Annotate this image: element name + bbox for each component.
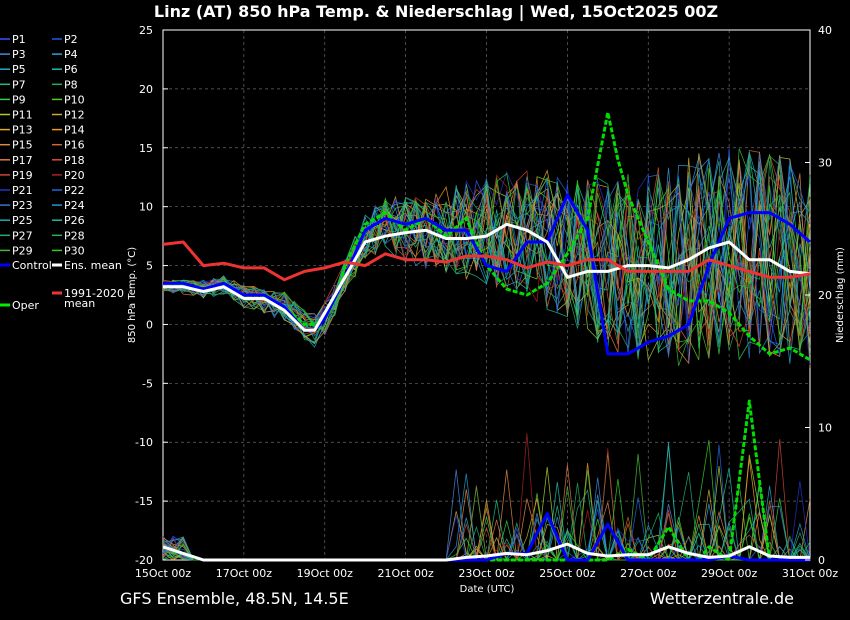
x-tick-label: 27Oct 00z	[620, 567, 677, 580]
x-axis-label: Date (UTC)	[460, 584, 515, 595]
series-line	[162, 240, 811, 282]
legend: P1 P2 P3 P4 P5 P6 P7 P8 P9 P10 P11 P12 P13 P14 P15 P16 P…	[0, 33, 124, 312]
x-tick-label: 15Oct 00z	[135, 567, 192, 580]
legend-label: P21	[12, 184, 33, 197]
legend-label: P10	[64, 93, 85, 106]
legend-label: P18	[64, 154, 85, 167]
footer-source: Wetterzentrale.de	[650, 589, 794, 608]
x-tick-label: 19Oct 00z	[297, 567, 354, 580]
y-axis-ticks: 25 20 15 10 5 0 -5 -10 -15 -20	[135, 24, 168, 567]
member-temp-line	[162, 152, 811, 326]
legend-label: Control	[12, 259, 52, 272]
y2-tick-label: 30	[818, 157, 832, 170]
y2-axis-ticks: 40 30 20 10 0	[805, 24, 832, 567]
member-temp-line	[162, 148, 811, 366]
legend-label: P27	[12, 229, 33, 242]
y-tick-label: -10	[135, 436, 153, 449]
legend-label: P26	[64, 214, 85, 227]
y2-tick-label: 40	[818, 24, 832, 37]
legend-label: P8	[64, 78, 78, 91]
chart-title: Linz (AT) 850 hPa Temp. & Niederschlag |…	[154, 2, 718, 22]
legend-label: P1	[12, 33, 26, 46]
footer-model-info: GFS Ensemble, 48.5N, 14.5E	[120, 589, 349, 608]
legend-label: P6	[64, 63, 78, 76]
y-tick-label: 5	[146, 260, 153, 273]
y-axis-label: 850 hPa Temp. (°C)	[127, 247, 138, 343]
legend-label: P9	[12, 93, 26, 106]
x-tick-label: 29Oct 00z	[701, 567, 758, 580]
legend-label: P2	[64, 33, 78, 46]
legend-label: P4	[64, 48, 78, 61]
highlighted-series	[162, 110, 811, 562]
x-axis-ticks: 15Oct 00z 17Oct 00z 19Oct 00z 21Oct 00z 23Oc…	[135, 567, 839, 580]
legend-label: P19	[12, 169, 33, 182]
legend-label: P5	[12, 63, 26, 76]
x-tick-label: 17Oct 00z	[216, 567, 273, 580]
legend-label: P17	[12, 154, 33, 167]
legend-label: 1991-2020	[64, 287, 124, 300]
y-tick-label: 0	[146, 318, 153, 331]
y-tick-label: 20	[139, 83, 153, 96]
y-tick-label: 10	[139, 201, 153, 214]
member-temp-line	[162, 153, 811, 359]
legend-label: P12	[64, 109, 85, 122]
legend-label: P29	[12, 244, 33, 257]
legend-label: Ens. mean	[64, 259, 122, 272]
y2-tick-label: 10	[818, 422, 832, 435]
series-line	[163, 222, 811, 332]
legend-label: P11	[12, 109, 33, 122]
legend-label: P22	[64, 184, 85, 197]
y2-tick-label: 0	[818, 554, 825, 567]
series-line	[162, 542, 810, 562]
legend-label: P20	[64, 169, 85, 182]
x-tick-label: 23Oct 00z	[458, 567, 515, 580]
legend-label: P24	[64, 199, 85, 212]
legend-label: P3	[12, 48, 26, 61]
y-tick-label: 15	[139, 142, 153, 155]
y-tick-label: -5	[142, 377, 153, 390]
y-tick-label: 25	[139, 24, 153, 37]
series-line	[163, 193, 811, 356]
legend-label: P16	[64, 139, 85, 152]
legend-label: Oper	[12, 299, 39, 312]
member-temp-line	[162, 155, 811, 368]
y2-axis-label: Niederschlag (mm)	[835, 247, 846, 343]
legend-label: P30	[64, 244, 85, 257]
y2-tick-label: 20	[818, 289, 832, 302]
legend-label: P14	[64, 124, 85, 137]
x-tick-label: 21Oct 00z	[377, 567, 434, 580]
x-tick-label: 25Oct 00z	[539, 567, 596, 580]
legend-label: P25	[12, 214, 33, 227]
legend-label: P15	[12, 139, 33, 152]
legend-label: P13	[12, 124, 33, 137]
y-tick-label: -20	[135, 554, 153, 567]
legend-label: mean	[64, 297, 95, 310]
legend-label: P28	[64, 229, 85, 242]
legend-label: P23	[12, 199, 33, 212]
member-temp-line	[162, 182, 811, 357]
legend-label: P7	[12, 78, 26, 91]
x-tick-label: 31Oct 00z	[782, 567, 839, 580]
y-tick-label: -15	[135, 495, 153, 508]
